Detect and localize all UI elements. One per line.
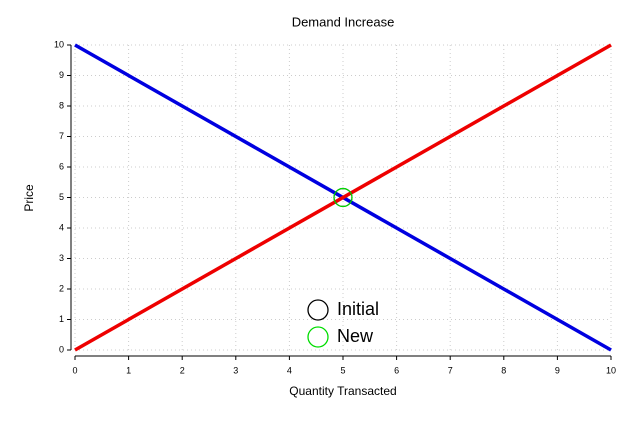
x-tick-label: 1	[126, 365, 131, 375]
y-tick-label: 9	[59, 70, 64, 80]
y-tick-label: 3	[59, 253, 64, 263]
x-tick-label: 10	[606, 365, 616, 375]
y-tick-label: 6	[59, 161, 64, 171]
y-tick-label: 7	[59, 131, 64, 141]
legend-label: New	[337, 326, 374, 346]
x-tick-label: 6	[394, 365, 399, 375]
x-axis-label: Quantity Transacted	[289, 384, 396, 398]
x-tick-label: 9	[555, 365, 560, 375]
legend-label: Initial	[337, 299, 379, 319]
y-tick-label: 8	[59, 100, 64, 110]
legend-marker	[307, 299, 329, 321]
y-tick-label: 4	[59, 222, 64, 232]
x-tick-label: 4	[287, 365, 292, 375]
x-tick-label: 0	[72, 365, 77, 375]
y-axis-label: Price	[22, 184, 36, 212]
series-line	[74, 43, 612, 352]
x-tick-label: 7	[448, 365, 453, 375]
y-tick-label: 0	[59, 344, 64, 354]
y-tick-label: 5	[59, 192, 64, 202]
x-tick-label: 8	[501, 365, 506, 375]
x-tick-label: 5	[340, 365, 345, 375]
y-tick-label: 1	[59, 314, 64, 324]
point-marker	[333, 187, 353, 208]
x-tick-label: 2	[180, 365, 185, 375]
chart-title: Demand Increase	[292, 14, 395, 29]
y-tick-label: 10	[54, 39, 64, 49]
y-tick-label: 2	[59, 283, 64, 293]
x-tick-label: 3	[233, 365, 238, 375]
legend-marker	[307, 326, 329, 348]
